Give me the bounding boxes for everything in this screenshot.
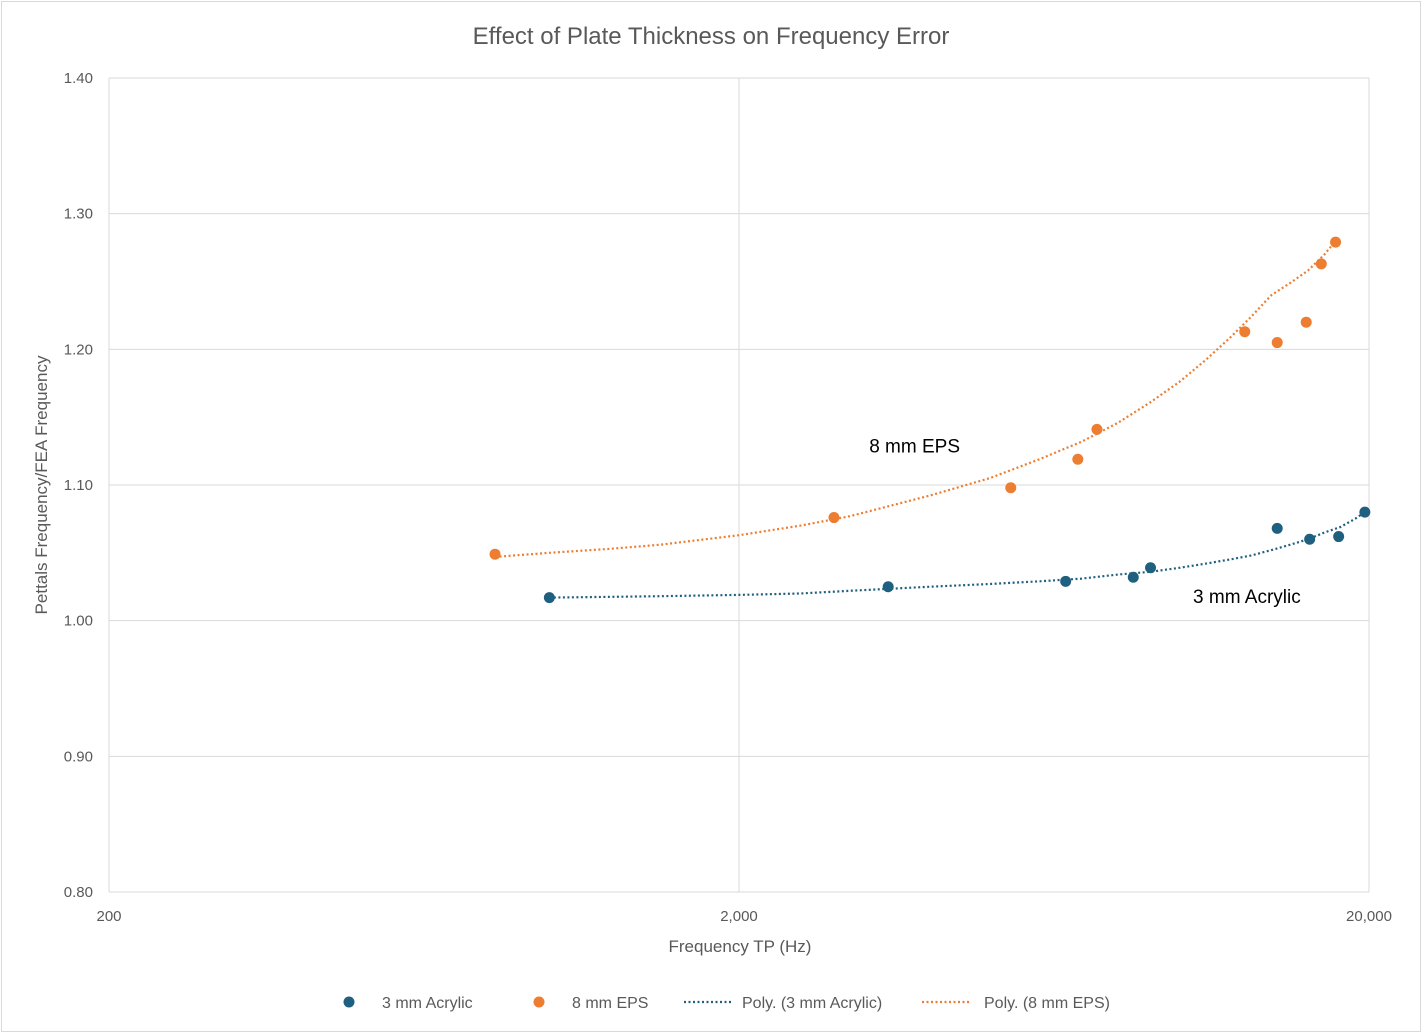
point-3mm-acrylic	[1359, 506, 1371, 518]
x-tick-label: 20,000	[1346, 908, 1392, 925]
legend-marker	[343, 996, 355, 1008]
annotation-label: 8 mm EPS	[869, 436, 960, 457]
point-3mm-acrylic	[1271, 522, 1283, 534]
point-8mm-eps	[1239, 326, 1251, 338]
point-3mm-acrylic	[1060, 575, 1072, 587]
legend-label: 8 mm EPS	[572, 995, 648, 1012]
point-8mm-eps	[489, 548, 501, 560]
grid	[108, 77, 1370, 893]
point-8mm-eps	[1072, 453, 1084, 465]
point-3mm-acrylic	[1333, 531, 1345, 543]
point-3mm-acrylic	[1304, 533, 1316, 545]
trendline-3mm-acrylic	[549, 511, 1366, 599]
annotation-label: 3 mm Acrylic	[1193, 587, 1301, 608]
trendlines	[495, 240, 1366, 599]
point-3mm-acrylic	[1127, 571, 1139, 583]
legend-label: Poly. (3 mm Acrylic)	[742, 995, 882, 1012]
y-tick-label: 1.20	[64, 341, 93, 358]
legend-label: 3 mm Acrylic	[382, 995, 473, 1012]
y-tick-label: 1.30	[64, 206, 93, 223]
point-3mm-acrylic	[1145, 562, 1157, 574]
x-tick-label: 2,000	[720, 908, 758, 925]
annotations: 8 mm EPS 3 mm Acrylic	[869, 436, 1301, 608]
point-8mm-eps	[828, 512, 840, 524]
y-tick-labels: 0.80 0.90 1.00 1.10 1.20 1.30 1.40	[64, 70, 93, 901]
y-tick-label: 1.10	[64, 477, 93, 494]
point-3mm-acrylic	[543, 592, 555, 604]
y-tick-label: 0.90	[64, 748, 93, 765]
point-8mm-eps	[1300, 316, 1312, 328]
legend-marker	[533, 996, 545, 1008]
legend: 3 mm Acrylic 8 mm EPS Poly. (3 mm Acrylic)…	[343, 995, 1110, 1012]
point-8mm-eps	[1330, 236, 1342, 248]
point-8mm-eps	[1271, 337, 1283, 349]
y-tick-label: 1.40	[64, 70, 93, 87]
data-points	[489, 236, 1371, 604]
x-axis-title: Frequency TP (Hz)	[669, 937, 812, 956]
point-8mm-eps	[1091, 423, 1103, 435]
y-tick-label: 1.00	[64, 613, 93, 630]
x-tick-label: 200	[96, 908, 121, 925]
point-3mm-acrylic	[882, 581, 894, 593]
x-tick-labels: 200 2,000 20,000	[96, 908, 1391, 925]
point-8mm-eps	[1005, 482, 1017, 494]
chart-title: Effect of Plate Thickness on Frequency E…	[473, 23, 950, 50]
y-tick-label: 0.80	[64, 884, 93, 901]
legend-label: Poly. (8 mm EPS)	[984, 995, 1110, 1012]
point-8mm-eps	[1315, 258, 1327, 270]
y-axis-title: Pettals Frequency/FEA Frequency	[32, 355, 51, 614]
trendline-8mm-eps	[495, 240, 1337, 558]
